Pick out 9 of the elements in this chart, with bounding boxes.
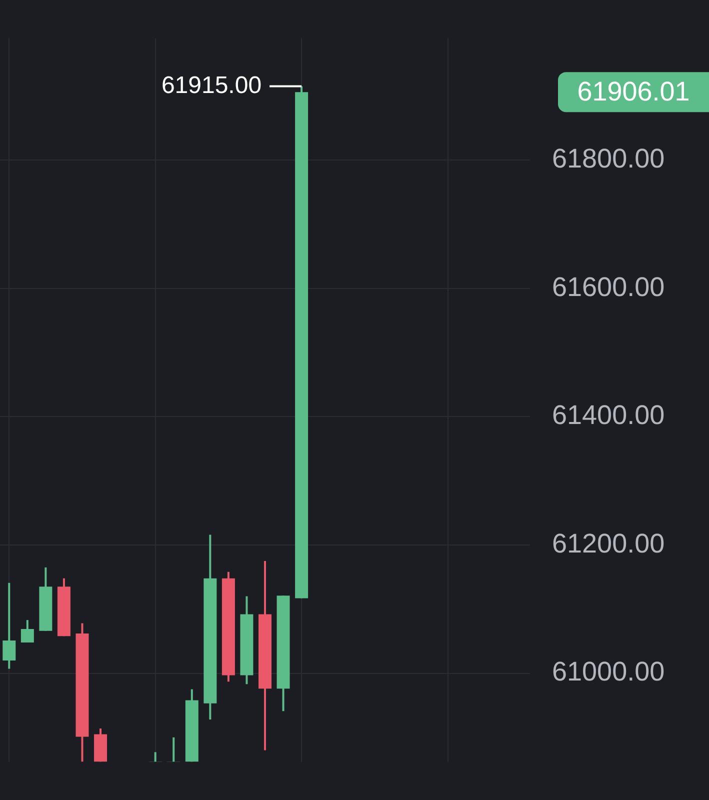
candlestick xyxy=(20,619,34,644)
y-tick-label: 61400.00 xyxy=(552,400,665,430)
text: 61906.01 xyxy=(577,76,690,107)
annotation: 61915.00 xyxy=(161,72,262,99)
y-tick-label: 61800.00 xyxy=(552,144,665,174)
candlestick xyxy=(2,582,16,670)
y-tick-label: 61000.00 xyxy=(552,656,665,687)
y-tick-label: 61600.00 xyxy=(552,272,665,302)
y-tick-label: 61200.00 xyxy=(552,528,665,558)
